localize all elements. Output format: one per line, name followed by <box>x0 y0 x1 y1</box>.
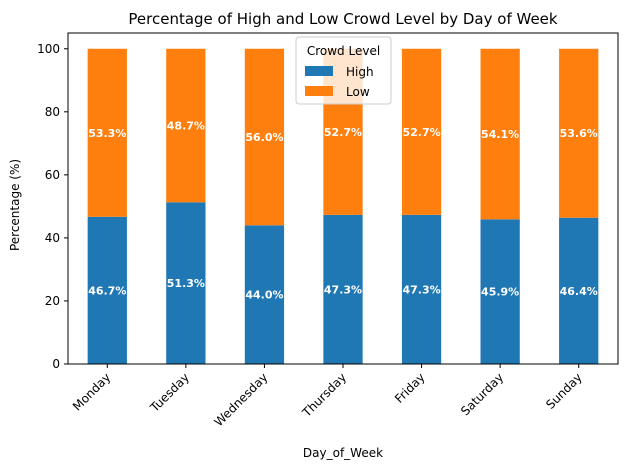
chart-title: Percentage of High and Low Crowd Level b… <box>128 10 558 28</box>
y-tick-label-20: 20 <box>45 294 60 308</box>
bar-label-high-thursday: 47.3% <box>324 283 362 296</box>
bar-high-saturday <box>480 219 520 364</box>
bar-label-high-wednesday: 44.0% <box>245 289 283 302</box>
legend-swatch-low <box>305 86 333 96</box>
bar-label-low-tuesday: 48.7% <box>167 120 205 133</box>
bar-label-high-saturday: 45.9% <box>481 286 519 299</box>
y-tick-label-100: 100 <box>37 42 60 56</box>
x-tick-label-monday: Monday <box>70 370 113 413</box>
x-tick-label-sunday: Sunday <box>543 370 585 412</box>
bar-low-tuesday <box>166 48 206 203</box>
legend-swatch-high <box>305 66 333 76</box>
y-axis-label: Percentage (%) <box>8 159 22 251</box>
y-tick-label-40: 40 <box>45 231 60 245</box>
y-tick-label-0: 0 <box>52 357 60 371</box>
bar-label-high-monday: 46.7% <box>88 284 126 297</box>
bar-label-low-monday: 53.3% <box>88 127 126 140</box>
bar-high-thursday <box>323 214 363 364</box>
plot-frame <box>67 32 619 365</box>
legend-title: Crowd Level <box>307 44 380 58</box>
x-tick-label-saturday: Saturday <box>458 370 506 418</box>
bar-label-low-saturday: 54.1% <box>481 128 519 141</box>
bar-high-sunday <box>559 217 599 364</box>
bar-label-low-thursday: 52.7% <box>324 126 362 139</box>
bar-high-tuesday <box>166 202 206 364</box>
y-tick-label-60: 60 <box>45 168 60 182</box>
x-tick-label-thursday: Thursday <box>299 370 349 420</box>
x-axis: Monday Tuesday Wednesday Thursday Friday Satu… <box>70 364 585 429</box>
bar-label-low-friday: 52.7% <box>402 126 440 139</box>
x-axis-label: Day_of_Week <box>303 446 383 460</box>
bar-label-high-friday: 47.3% <box>402 283 440 296</box>
x-tick-label-friday: Friday <box>392 370 428 406</box>
legend: Crowd Level High Low <box>295 36 392 105</box>
y-axis: 0 20 40 60 80 100 <box>37 42 68 371</box>
bars <box>87 48 599 364</box>
bar-high-friday <box>401 214 442 364</box>
bar-high-wednesday <box>244 225 285 364</box>
bar-low-sunday <box>559 48 599 218</box>
legend-label-high: High <box>346 65 374 79</box>
bar-low-friday <box>401 48 442 215</box>
bar-low-wednesday <box>244 48 285 226</box>
x-tick-label-tuesday: Tuesday <box>147 370 192 415</box>
bar-labels: 46.7% 53.3% 51.3% 48.7% 44.0% 56.0% 47.3% 52.7%… <box>88 120 598 302</box>
bar-label-high-tuesday: 51.3% <box>167 277 205 290</box>
x-tick-label-wednesday: Wednesday <box>212 370 271 429</box>
y-tick-label-80: 80 <box>45 105 60 119</box>
bar-high-monday <box>87 216 127 364</box>
legend-label-low: Low <box>346 85 370 99</box>
bar-label-high-sunday: 46.4% <box>560 285 598 298</box>
bar-low-monday <box>87 48 127 217</box>
bar-low-saturday <box>480 48 520 220</box>
bar-label-low-sunday: 53.6% <box>560 127 598 140</box>
bar-label-low-wednesday: 56.0% <box>245 131 283 144</box>
